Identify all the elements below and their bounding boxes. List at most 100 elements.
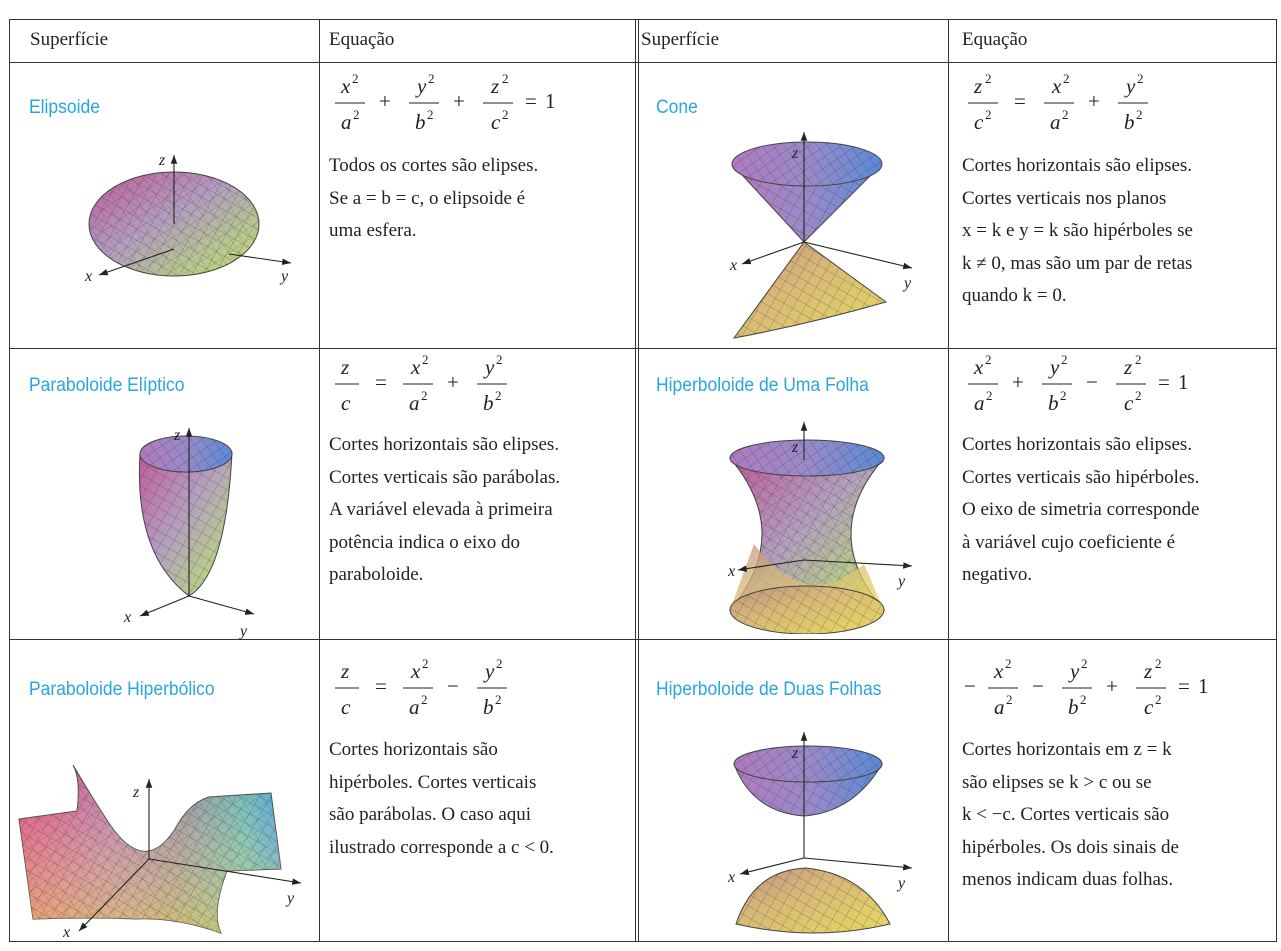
svg-text:2: 2: [1063, 71, 1070, 86]
column-divider: [635, 19, 636, 942]
x-axis: [98, 248, 175, 276]
x-axis-label: x: [62, 924, 70, 939]
svg-text:+: +: [447, 370, 459, 394]
row-divider: [9, 348, 1277, 349]
svg-text:2: 2: [985, 71, 992, 86]
header-surface: Superfície: [30, 29, 109, 50]
svg-text:z: z: [1123, 355, 1132, 379]
svg-text:2: 2: [1155, 656, 1162, 671]
svg-text:2: 2: [502, 107, 509, 122]
header-surface: Superfície: [641, 29, 720, 50]
header-equation: Equação: [329, 29, 395, 50]
z-axis-label: z: [132, 784, 140, 801]
svg-text:2: 2: [427, 107, 434, 122]
cone-figure: z x y: [729, 132, 913, 339]
surface-name-hyperboloid-two-sheets: Hiperboloide de Duas Folhas: [656, 679, 882, 700]
y-axis-label: y: [285, 890, 295, 907]
svg-text:z: z: [1143, 659, 1152, 683]
svg-text:1: 1: [545, 89, 556, 113]
svg-text:y: y: [1124, 74, 1136, 98]
x-axis: [737, 559, 805, 572]
x-axis-label: x: [123, 609, 131, 626]
svg-text:b: b: [483, 695, 494, 719]
svg-text:2: 2: [502, 71, 509, 86]
svg-text:x: x: [340, 74, 351, 98]
z-axis-label: z: [791, 439, 799, 456]
column-divider: [948, 19, 949, 942]
y-axis-label: y: [896, 573, 906, 590]
svg-text:y: y: [483, 659, 495, 683]
svg-text:z: z: [340, 659, 349, 683]
description-elliptic-paraboloid: Cortes horizontais são elipses. Cortes v…: [329, 434, 561, 586]
svg-text:2: 2: [985, 352, 992, 367]
svg-text:2: 2: [1135, 352, 1142, 367]
svg-text:2: 2: [1135, 388, 1142, 403]
svg-text:=: =: [1178, 674, 1190, 698]
header-equation: Equação: [962, 29, 1028, 50]
svg-text:a: a: [341, 110, 352, 134]
svg-text:2: 2: [495, 388, 502, 403]
svg-text:2: 2: [1137, 71, 1144, 86]
svg-text:2: 2: [1005, 656, 1012, 671]
hyperboloid-two-sheets-figure: z x y: [727, 732, 913, 934]
svg-text:c: c: [341, 695, 351, 719]
svg-text:c: c: [1124, 391, 1134, 415]
svg-text:−: −: [1032, 674, 1044, 698]
svg-text:2: 2: [496, 352, 503, 367]
surface-name-cone: Cone: [656, 97, 698, 118]
y-axis: [228, 253, 292, 266]
table-border-right: [1276, 19, 1277, 942]
svg-text:c: c: [491, 110, 501, 134]
quadric-surfaces-table: Superfície Equação Superfície Equação El…: [9, 19, 1277, 942]
svg-text:x: x: [973, 355, 984, 379]
hyperbolic-paraboloid-figure: z x y: [18, 764, 302, 939]
y-axis: [803, 857, 913, 871]
ellipsoid-figure: z x y: [84, 152, 292, 285]
fraction-y2-b2: y 2b 2: [409, 71, 439, 134]
svg-text:−: −: [964, 674, 976, 698]
svg-text:−: −: [1086, 370, 1098, 394]
svg-text:2: 2: [422, 352, 429, 367]
svg-text:b: b: [415, 110, 426, 134]
description-hyperboloid-one-sheet: Cortes horizontais são elipses. Cortes v…: [962, 434, 1200, 586]
y-axis: [803, 241, 913, 270]
x-axis: [739, 857, 805, 876]
svg-text:z: z: [340, 355, 349, 379]
svg-text:=: =: [1158, 370, 1170, 394]
table-border-bottom: [9, 941, 1277, 942]
svg-text:2: 2: [421, 388, 428, 403]
column-divider: [638, 19, 639, 942]
z-axis-label: z: [158, 152, 166, 169]
svg-text:y: y: [483, 355, 495, 379]
svg-text:b: b: [1048, 391, 1059, 415]
svg-text:a: a: [974, 391, 985, 415]
svg-text:2: 2: [496, 656, 503, 671]
svg-text:b: b: [483, 391, 494, 415]
elliptic-paraboloid-figure: z x y: [123, 427, 255, 639]
hyperboloid-one-sheet-figure: z x y: [727, 422, 913, 634]
surface-name-hyperbolic-paraboloid: Paraboloide Hiperbólico: [29, 679, 215, 700]
description-hyperboloid-two-sheets: Cortes horizontais em z = k são elipses …: [962, 739, 1179, 891]
x-axis: [78, 858, 150, 932]
y-axis-label: y: [896, 875, 906, 892]
row-divider: [9, 639, 1277, 640]
x-axis: [139, 595, 190, 617]
z-axis-label: z: [173, 427, 181, 444]
surface-name-hyperboloid-one-sheet: Hiperboloide de Uma Folha: [656, 375, 869, 396]
svg-text:y: y: [1068, 659, 1080, 683]
svg-text:+: +: [1088, 89, 1100, 113]
description-hyperbolic-paraboloid: Cortes horizontais são hipérboles. Corte…: [329, 739, 554, 858]
svg-text:2: 2: [1155, 692, 1162, 707]
z-axis-label: z: [791, 745, 799, 762]
svg-text:2: 2: [428, 71, 435, 86]
svg-text:x: x: [410, 659, 421, 683]
svg-text:2: 2: [1062, 107, 1069, 122]
x-axis: [741, 241, 805, 265]
svg-text:x: x: [410, 355, 421, 379]
svg-text:2: 2: [1081, 656, 1088, 671]
